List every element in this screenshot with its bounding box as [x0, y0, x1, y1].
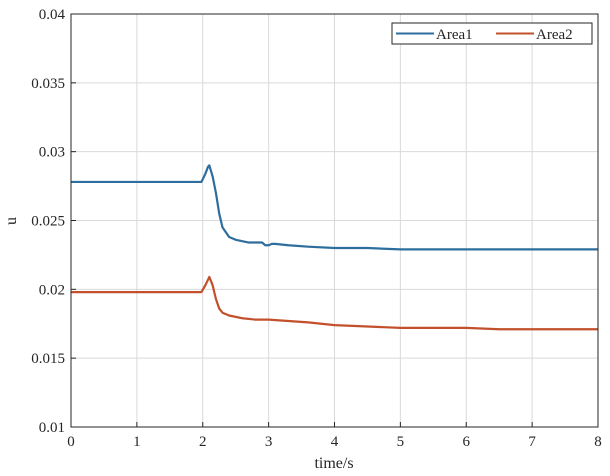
- x-tick-label: 2: [199, 434, 207, 450]
- y-tick-label: 0.035: [31, 76, 65, 92]
- x-tick-label: 3: [265, 434, 273, 450]
- y-tick-label: 0.02: [39, 282, 65, 298]
- x-axis-ticks: 0 1 2 3 4 5 6 7 8: [67, 422, 602, 450]
- series-lines: [71, 164, 598, 331]
- x-tick-label: 1: [133, 434, 141, 450]
- x-tick-label: 4: [331, 434, 339, 450]
- y-tick-label: 0.04: [39, 7, 66, 23]
- x-tick-label: 5: [397, 434, 405, 450]
- x-tick-label: 0: [67, 434, 75, 450]
- series-line-area1: [71, 164, 598, 251]
- y-tick-label: 0.03: [39, 145, 65, 161]
- x-tick-label: 7: [528, 434, 536, 450]
- legend-label-area1: Area1: [436, 27, 473, 43]
- series-line-area2: [71, 275, 598, 331]
- y-tick-label: 0.025: [31, 214, 65, 230]
- grid: [70, 13, 599, 428]
- legend-label-area2: Area2: [536, 27, 573, 43]
- y-tick-label: 0.01: [39, 420, 65, 436]
- x-tick-label: 6: [463, 434, 471, 450]
- x-tick-label: 8: [594, 434, 602, 450]
- legend-box: [391, 22, 593, 45]
- y-axis-ticks: 0.01 0.015 0.02 0.025 0.03 0.035 0.04: [31, 7, 76, 436]
- legend: Area1 Area2: [391, 22, 593, 45]
- y-tick-label: 0.015: [31, 351, 65, 367]
- y-axis-label: u: [3, 217, 20, 225]
- x-axis-label: time/s: [314, 455, 353, 472]
